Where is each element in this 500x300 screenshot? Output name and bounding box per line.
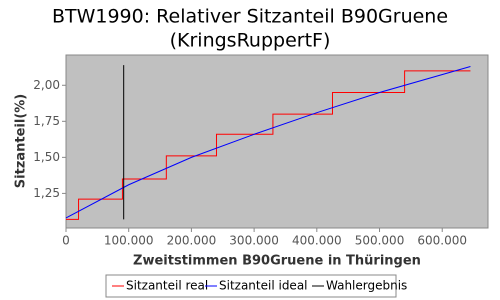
y-tick-label: 1,50 (33, 150, 60, 164)
legend-label: Sitzanteil ideal (219, 279, 308, 293)
y-tick-label: 2,00 (33, 78, 60, 92)
chart-subtitle: (KringsRuppertF) (170, 30, 331, 52)
y-axis-label: Sitzanteil(%) (14, 94, 29, 188)
x-tick-label: 500.000 (355, 234, 405, 248)
x-tick-label: 0 (62, 234, 70, 248)
legend-label: Wahlergebnis (326, 279, 407, 293)
plot-area (65, 54, 489, 229)
legend-box (105, 274, 397, 298)
chart-title: BTW1990: Relativer Sitzanteil B90Gruene (52, 6, 448, 28)
series-line (65, 66, 471, 219)
x-tick-label: 200.000 (167, 234, 217, 248)
x-tick-label: 400.000 (292, 234, 342, 248)
x-axis-label: Zweitstimmen B90Gruene in Thüringen (133, 254, 421, 269)
legend-label: Sitzanteil real (126, 279, 208, 293)
x-tick-label: 100.000 (104, 234, 154, 248)
x-tick-label: 300.000 (229, 234, 279, 248)
y-tick-label: 1,25 (33, 186, 60, 200)
y-tick-label: 1,75 (33, 114, 60, 128)
x-tick-label: 600.000 (417, 234, 467, 248)
